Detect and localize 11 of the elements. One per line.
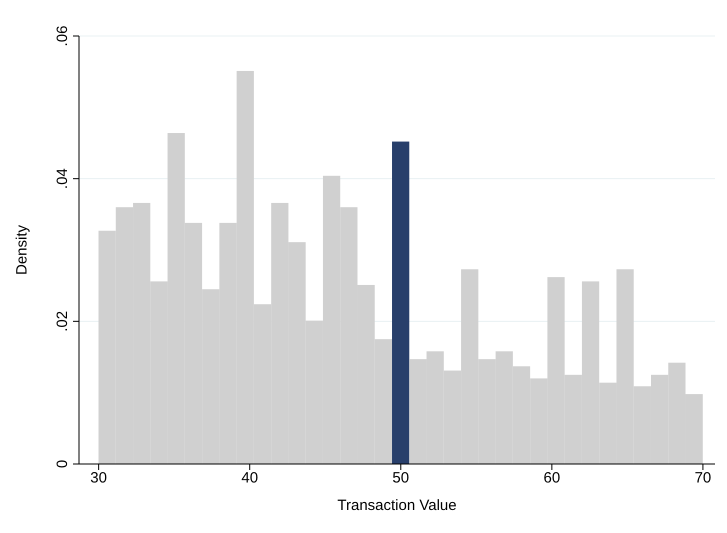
x-tick-label: 70 [694, 470, 712, 487]
y-axis-title: Density [13, 224, 30, 276]
y-tick-label: 0 [54, 460, 71, 468]
x-tick-label: 40 [241, 470, 258, 487]
y-tick-label: .04 [54, 168, 71, 190]
x-tick-label: 30 [90, 470, 107, 487]
y-tick-label: .02 [54, 310, 71, 332]
x-tick-label: 60 [544, 470, 560, 487]
x-axis-title: Transaction Value [337, 497, 457, 514]
y-tick-label: .06 [54, 26, 71, 46]
x-tick-label: 50 [392, 470, 410, 487]
